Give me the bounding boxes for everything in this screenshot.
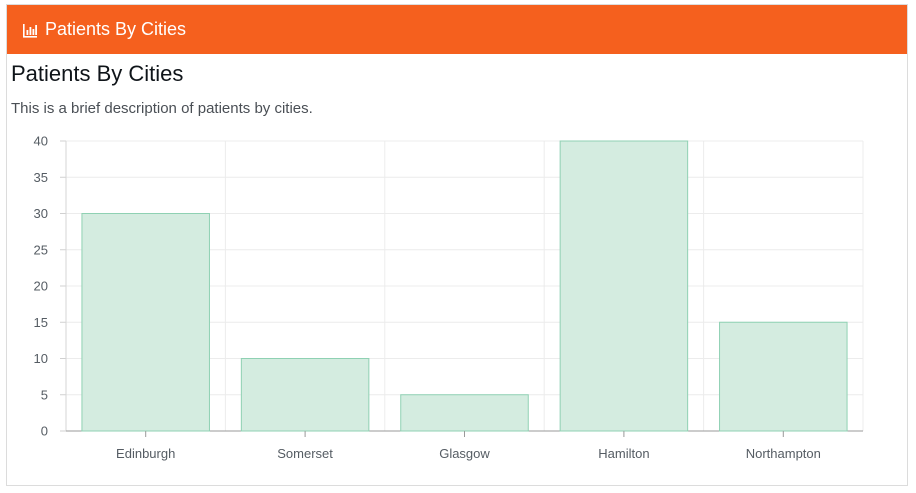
y-tick-label: 20 bbox=[34, 279, 48, 294]
bar bbox=[240, 358, 370, 432]
x-tick-label: Northampton bbox=[746, 446, 821, 461]
header-title: Patients By Cities bbox=[45, 19, 187, 39]
bar bbox=[559, 140, 689, 432]
bar bbox=[81, 213, 210, 432]
y-tick-label: 25 bbox=[34, 242, 48, 257]
y-tick-label: 10 bbox=[34, 351, 48, 366]
y-tick-label: 35 bbox=[34, 170, 48, 185]
x-tick-label: Somerset bbox=[277, 446, 333, 461]
bar bbox=[400, 394, 529, 432]
chart-title: Patients By Cities bbox=[11, 61, 184, 86]
x-tick-label: Edinburgh bbox=[116, 446, 175, 461]
card-header: Patients By Cities bbox=[7, 5, 907, 54]
bar bbox=[719, 321, 848, 432]
x-tick-label: Hamilton bbox=[598, 446, 649, 461]
y-tick-label: 30 bbox=[34, 206, 48, 221]
chart-description: This is a brief description of patients … bbox=[11, 100, 313, 117]
y-tick-label: 15 bbox=[34, 315, 48, 330]
bar-chart-icon bbox=[21, 21, 39, 39]
x-tick-label: Glasgow bbox=[439, 446, 490, 461]
y-tick-label: 5 bbox=[41, 387, 48, 402]
y-tick-label: 40 bbox=[34, 134, 48, 149]
y-tick-label: 0 bbox=[41, 424, 48, 439]
